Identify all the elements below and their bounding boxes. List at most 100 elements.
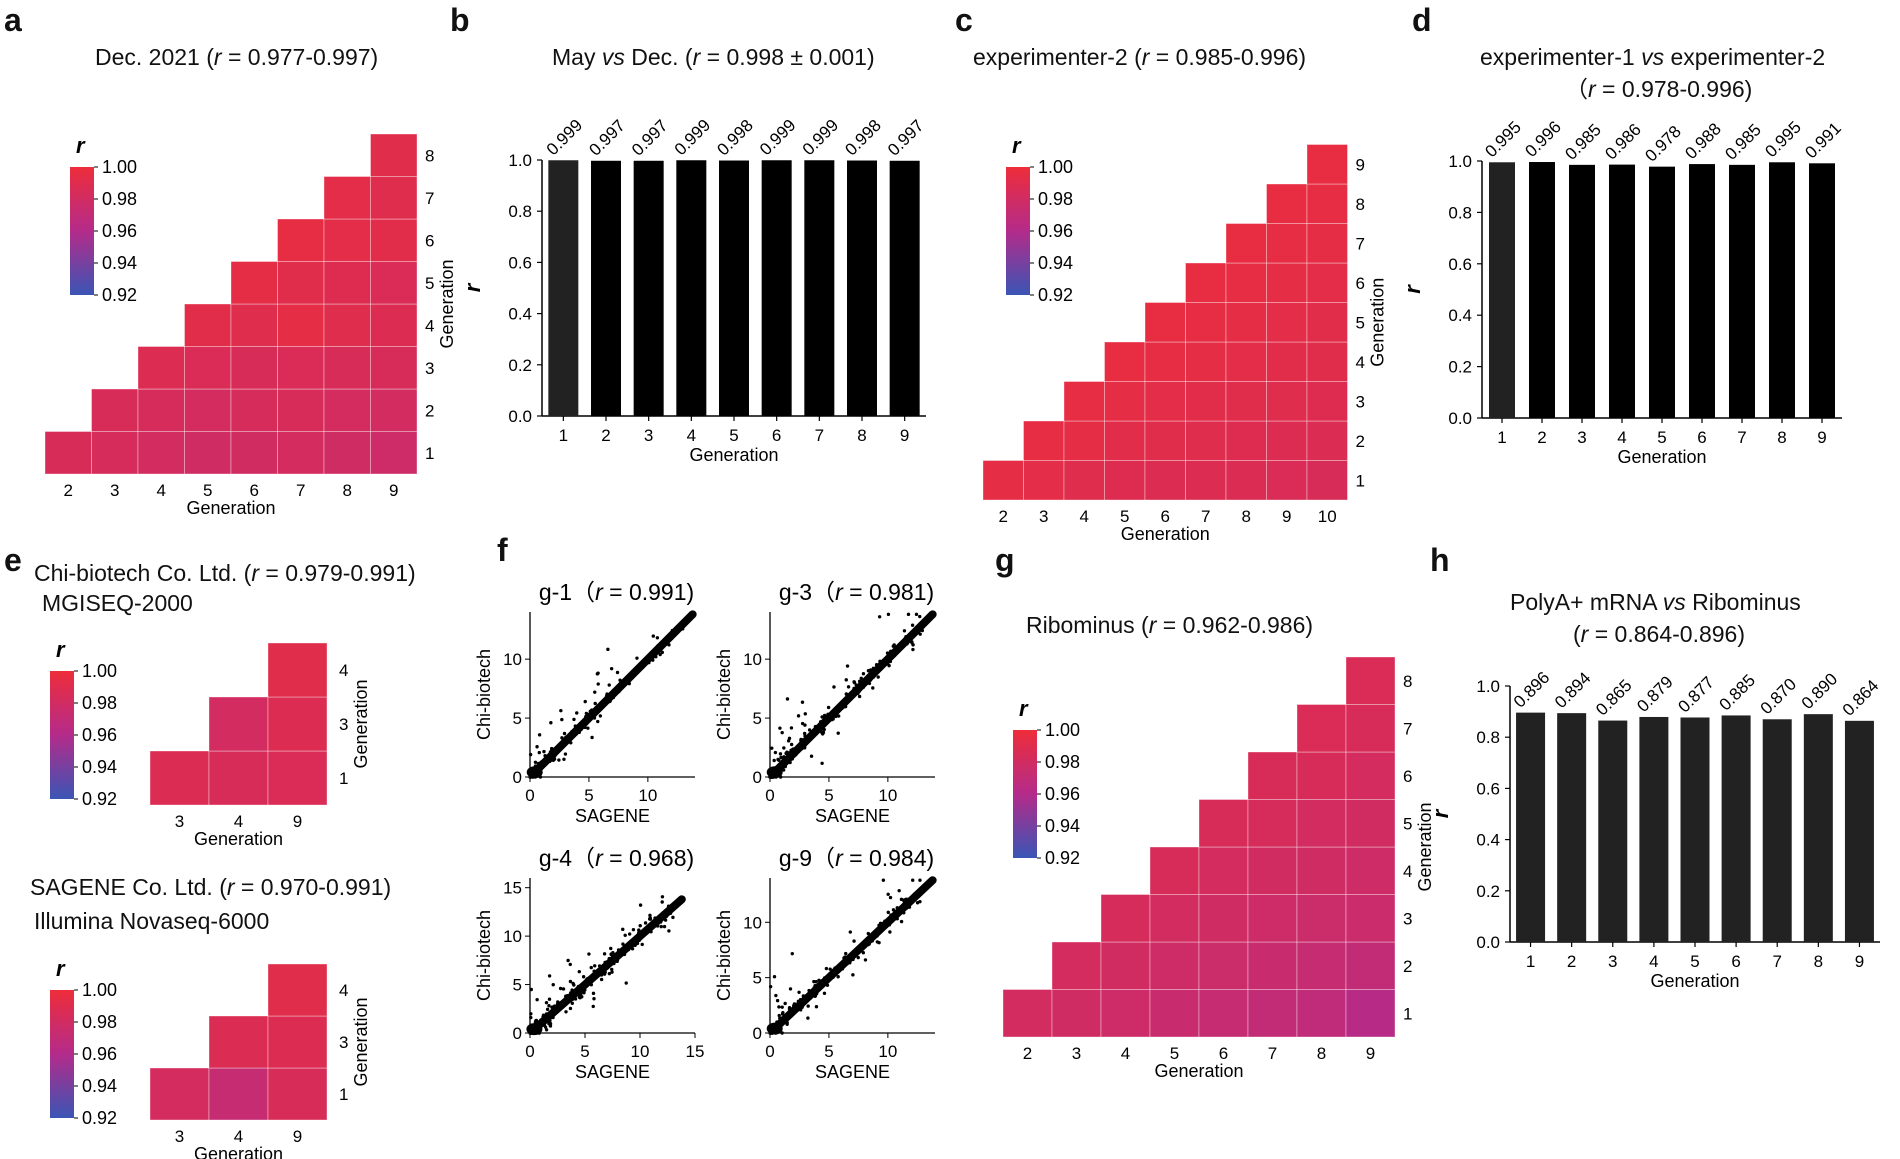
f-x-tick-label: 5 [580,1042,589,1061]
f-point [846,685,851,689]
f-x-tick-label: 15 [686,1042,705,1061]
f-point [569,733,574,737]
f-point [604,694,609,698]
f-point [824,966,829,971]
f-point [809,989,813,993]
f-point [547,754,552,759]
f-point [856,955,860,960]
f-point [529,1012,533,1016]
f-point [633,943,637,948]
a-x-tick-label: 4 [157,481,166,500]
e2-heatmap-cell [149,1067,210,1121]
g-colorbar-title: r [1019,696,1029,721]
e2-x-tick-label: 9 [293,1127,302,1146]
f-point [590,735,594,740]
d-x-tick-label: 9 [1817,428,1826,447]
f-point [920,621,924,626]
c-heatmap-cell [982,460,1024,501]
f-point [793,748,797,753]
f-point [834,966,838,971]
d-x-tick-label: 2 [1537,428,1546,447]
f-point [866,931,871,936]
f-point [806,1004,810,1008]
a-heatmap-cell [323,388,371,432]
f-point [788,760,792,765]
f-y-tick-label: 10 [503,927,522,946]
a-heatmap-cell [370,261,418,305]
f-point [543,1025,548,1029]
f-point [612,961,616,966]
d-bar-value-label: 0.991 [1801,119,1845,163]
e1-y-tick-label: 4 [339,661,348,680]
f-point [569,741,573,745]
g-y-axis-label: Generation [1415,802,1435,891]
e1-colorbar-tick-label: 0.94 [82,757,117,777]
d-bar-value-label: 0.995 [1761,118,1805,162]
c-y-tick-label: 2 [1356,432,1365,451]
f-point [825,719,829,724]
b-x-tick-label: 9 [900,426,909,445]
a-y-tick-label: 5 [425,274,434,293]
g-x-tick-label: 2 [1023,1044,1032,1063]
f-point [863,958,868,962]
c-heatmap-cell [1144,420,1186,461]
b-x-tick-label: 8 [857,426,866,445]
f-point [886,651,891,656]
f-y-axis-label: Chi-biotech [474,649,494,740]
g-x-tick-label: 9 [1366,1044,1375,1063]
f-point [858,948,863,953]
d-bar [1529,162,1555,418]
f-point [612,956,616,961]
b-bar-value-label: 0.998 [713,116,757,160]
f-point [816,983,820,987]
f-point [891,651,896,656]
f-point [886,661,890,666]
f-y-tick-label: 5 [753,709,762,728]
f-point [846,693,850,698]
f-point [553,1007,558,1011]
a-heatmap-cell [277,218,325,262]
f-point [627,681,631,686]
f-point [579,724,583,729]
b-bar-value-label: 0.997 [585,116,629,160]
f-point [618,678,622,682]
a-heatmap-cell [370,431,418,475]
g-x-tick-label: 3 [1072,1044,1081,1063]
f-point [654,655,658,659]
f-point [775,998,780,1003]
f-x-axis-label: SAGENE [815,1062,890,1082]
f-point [846,959,851,963]
d-bar [1609,164,1635,418]
f-point [572,733,576,737]
b-y-tick-label: 0.0 [508,407,532,426]
e1-colorbar-tick-label: 1.00 [82,661,117,681]
f-point [537,750,541,755]
c-colorbar-title: r [1012,133,1022,158]
f-point [886,892,890,896]
f-y-tick-label: 10 [503,650,522,669]
f-point [780,1019,784,1023]
f-point [772,975,777,979]
f-point [619,684,623,688]
c-heatmap-cell [1185,341,1227,382]
a-y-tick-label: 8 [425,146,434,165]
g-x-tick-label: 4 [1121,1044,1130,1063]
f-x-tick-label: 5 [584,786,593,805]
b-bar [633,160,664,416]
f-point [597,705,602,710]
e1-y-tick-label: 1 [339,769,348,788]
c-x-tick-label: 7 [1201,507,1210,526]
a-heatmap-cell [370,176,418,220]
f-point [799,1008,803,1012]
f-point [647,655,651,660]
f-point [831,717,835,721]
a-heatmap-cell [184,388,232,432]
f-point [627,945,631,949]
f-point [798,744,802,748]
c-heatmap-cell [1104,341,1146,382]
c-heatmap-cell [1185,262,1227,303]
g-colorbar-tick-label: 0.92 [1045,848,1080,868]
e2-colorbar-tick-label: 0.92 [82,1108,117,1128]
c-x-tick-label: 3 [1039,507,1048,526]
f-plot-title: g-4（r = 0.968) [539,845,694,871]
